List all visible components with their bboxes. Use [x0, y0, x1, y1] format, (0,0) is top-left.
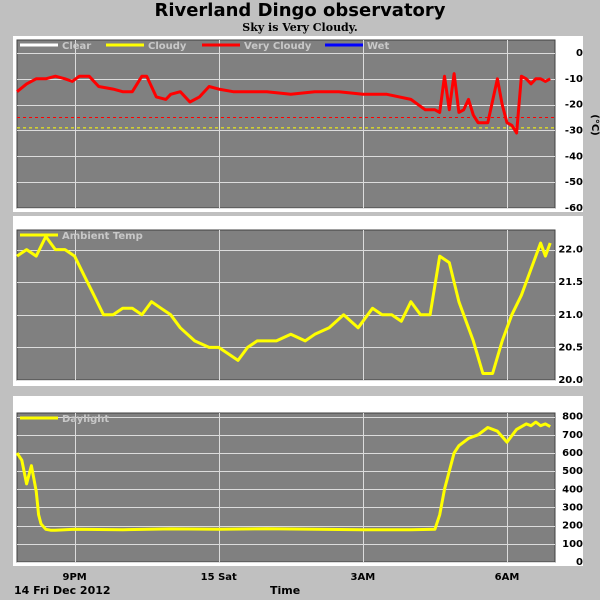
y-tick-label: 20.0	[558, 375, 583, 386]
y-tick-label: -30	[565, 125, 583, 136]
y-tick-label: 21.0	[558, 310, 583, 321]
series-line	[16, 72, 551, 135]
y-tick-label: 100	[562, 539, 583, 550]
plot-area	[16, 412, 556, 563]
legend-label: Cloudy	[148, 41, 187, 52]
daylight-panel: 9PM 15 Sat 3AM 6AM 0 100 200 300 400 500 600 700 800…	[13, 396, 583, 583]
y-tick-label: 700	[562, 430, 583, 441]
x-tick-label: 9PM	[63, 572, 87, 583]
y-tick-label: -10	[565, 74, 583, 85]
y-tick-label: 500	[562, 466, 583, 477]
y-tick-label: 400	[562, 484, 583, 495]
y-tick-label: 800	[562, 412, 583, 423]
ambient-temperature-panel: 20.0 20.5 21.0 21.5 22.0 Ambient Temp	[13, 216, 583, 386]
legend-label: Ambient Temp	[62, 231, 143, 242]
legend-label: Wet	[367, 41, 389, 52]
time-axis-label: Time	[270, 584, 301, 597]
legend-label: Clear	[62, 41, 91, 52]
y-tick-label: 0	[576, 48, 583, 59]
y-tick-label: 22.0	[558, 245, 583, 256]
series-line	[16, 235, 552, 375]
y-tick-label: -20	[565, 100, 583, 111]
plot-area	[16, 229, 556, 381]
plot-area	[16, 39, 556, 209]
x-tick-label: 15 Sat	[201, 572, 237, 583]
y-tick-label: 20.5	[558, 342, 583, 353]
y-tick-label: 21.5	[558, 277, 583, 288]
y-tick-label: 600	[562, 448, 583, 459]
page-title: Riverland Dingo observatory	[154, 0, 446, 21]
y-tick-label: 200	[562, 521, 583, 532]
y-tick-label: -60	[565, 203, 583, 214]
legend-label: Daylight	[62, 414, 109, 425]
y-tick-label: -50	[565, 177, 583, 188]
y-tick-label: -40	[565, 151, 583, 162]
x-tick-label: 6AM	[495, 572, 520, 583]
date-label: 14 Fri Dec 2012	[14, 584, 111, 597]
x-tick-label: 3AM	[351, 572, 376, 583]
series-line	[15, 420, 551, 532]
sky-status-subtitle: Sky is Very Cloudy.	[242, 21, 358, 34]
y-tick-label: 300	[562, 502, 583, 513]
y-axis-label: (°C)	[589, 114, 600, 135]
y-tick-label: 0	[576, 557, 583, 568]
legend-label: Very Cloudy	[244, 41, 312, 52]
sky-temperature-panel: 0 -10 -20 -30 -40 -50 -60 (°C) Clear Cloudy Very C…	[13, 36, 600, 214]
